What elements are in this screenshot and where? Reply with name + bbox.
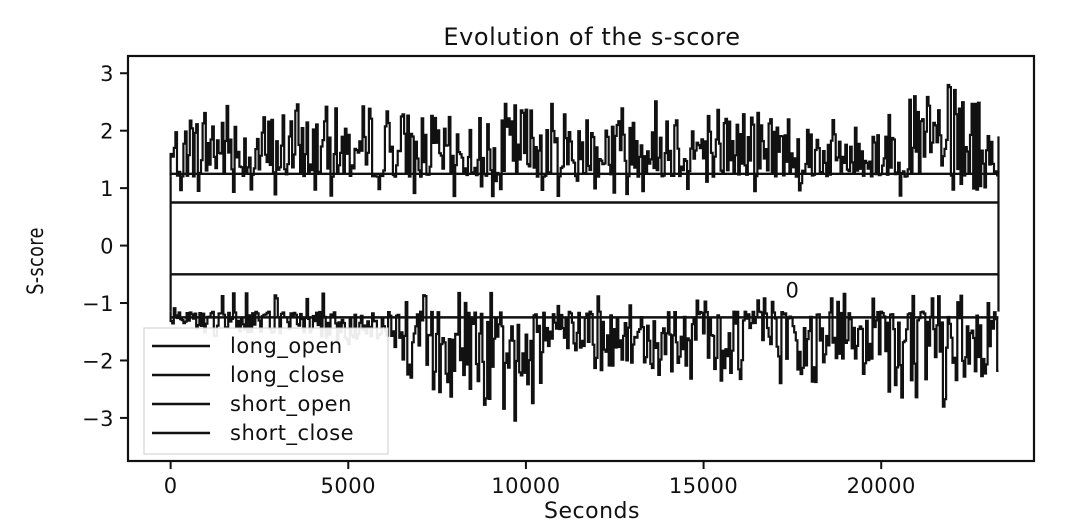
x-tick-label: 10000 — [491, 474, 560, 498]
legend-label: long_open — [230, 334, 343, 359]
y-tick-label: 3 — [100, 62, 114, 86]
y-tick-label: 2 — [100, 120, 114, 144]
y-axis-label: S-score — [23, 227, 48, 295]
x-tick-label: 20000 — [847, 474, 916, 498]
y-tick-label: 1 — [100, 177, 114, 201]
plot-data: 0 — [169, 83, 1000, 422]
plot-frame — [126, 54, 1036, 463]
x-tick-label: 15000 — [669, 474, 738, 498]
x-axis-label: Seconds — [544, 499, 640, 524]
y-tick-label: −3 — [82, 407, 114, 431]
legend-label: short_open — [230, 392, 352, 417]
x-axis: 0 5000 10000 15000 20000 — [164, 461, 916, 498]
x-tick-label: 5000 — [321, 474, 376, 498]
legend-label: short_close — [230, 421, 354, 446]
legend: long_open long_close short_open short_close — [143, 327, 389, 455]
y-tick-label: −2 — [82, 349, 114, 373]
x-tick-label: 0 — [164, 474, 178, 498]
y-tick-label: 0 — [100, 235, 114, 259]
y-axis: 3 2 1 0 −1 −2 −3 — [82, 62, 128, 431]
legend-label: long_close — [230, 363, 345, 388]
chart-title: Evolution of the s-score — [443, 23, 740, 51]
y-tick-label: −1 — [82, 292, 114, 316]
annotation-zero: 0 — [785, 278, 799, 302]
s-score-lower-line — [169, 291, 999, 422]
